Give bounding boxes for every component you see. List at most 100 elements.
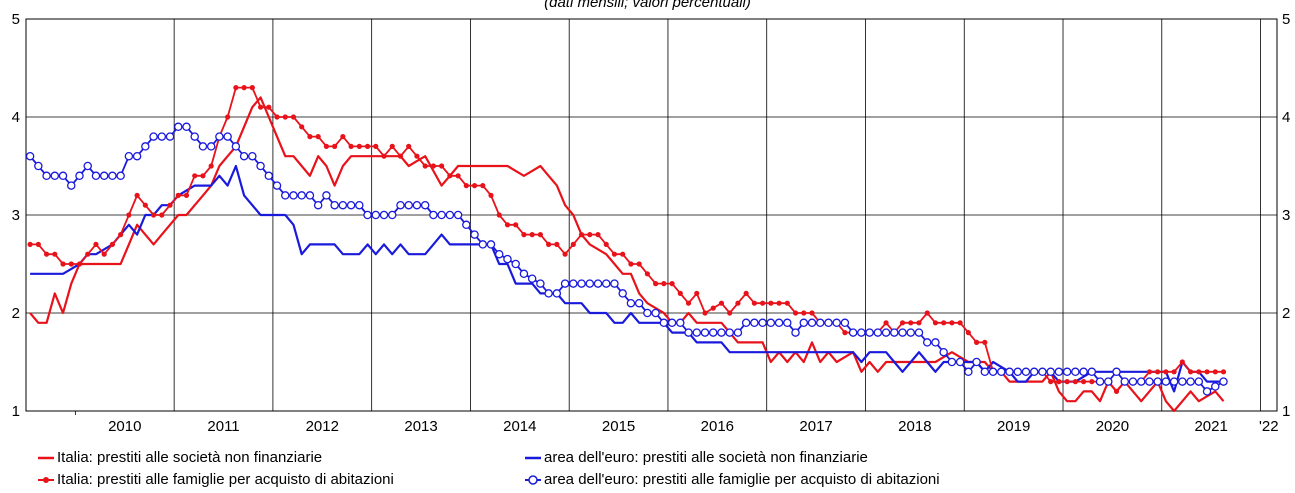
series-point-2 xyxy=(422,163,428,169)
series-point-2 xyxy=(307,134,313,140)
series-point-3 xyxy=(717,328,726,337)
legend-label: Italia: prestiti alle società non finanz… xyxy=(57,449,323,466)
series-point-3 xyxy=(601,279,611,288)
series-point-3 xyxy=(659,318,669,328)
series-point-3 xyxy=(346,200,356,210)
series-point-3 xyxy=(980,367,990,377)
series-point-2 xyxy=(1056,379,1062,385)
series-point-2 xyxy=(397,153,404,159)
series-point-3 xyxy=(832,318,841,328)
series-point-3 xyxy=(1104,377,1113,386)
series-point-2 xyxy=(183,192,190,198)
series-point-2 xyxy=(1080,379,1087,385)
series-point-2 xyxy=(348,143,354,149)
series-point-2 xyxy=(430,163,436,169)
series-point-3 xyxy=(593,279,603,288)
y-tick-label-left: 3 xyxy=(12,207,20,224)
series-point-2 xyxy=(973,339,980,345)
series-point-3 xyxy=(873,328,883,337)
series-point-3 xyxy=(470,230,479,239)
series-point-3 xyxy=(684,328,693,337)
series-point-3 xyxy=(840,318,850,328)
series-point-2 xyxy=(364,143,371,149)
series-point-2 xyxy=(142,202,148,208)
series-point-3 xyxy=(890,328,899,337)
series-point-3 xyxy=(750,318,759,328)
series-point-3 xyxy=(1095,377,1105,386)
series-point-2 xyxy=(290,114,297,120)
series-point-3 xyxy=(577,279,586,288)
series-point-2 xyxy=(447,173,453,179)
series-point-2 xyxy=(932,320,939,326)
series-point-2 xyxy=(653,281,659,287)
series-point-3 xyxy=(256,161,265,171)
series-point-2 xyxy=(389,143,395,149)
series-line-2 xyxy=(30,86,1224,393)
series-point-2 xyxy=(274,114,280,120)
series-point-3 xyxy=(552,289,562,298)
series-point-3 xyxy=(215,132,224,141)
series-point-2 xyxy=(718,300,725,306)
series-point-3 xyxy=(700,328,710,337)
series-point-2 xyxy=(982,339,988,345)
series-point-3 xyxy=(964,367,973,377)
series-point-3 xyxy=(972,357,981,367)
series-point-3 xyxy=(453,210,463,220)
x-tick-label: 2018 xyxy=(898,418,931,435)
series-point-2 xyxy=(27,241,33,247)
series-point-2 xyxy=(332,143,338,149)
series-point-2 xyxy=(299,124,305,130)
series-point-2 xyxy=(513,222,519,228)
series-point-3 xyxy=(807,318,817,328)
series-point-2 xyxy=(52,251,58,257)
series-point-2 xyxy=(899,320,906,326)
series-point-3 xyxy=(1013,367,1022,377)
series-point-3 xyxy=(667,318,677,328)
series-point-2 xyxy=(496,212,502,218)
series-point-3 xyxy=(1112,367,1121,377)
series-point-3 xyxy=(610,279,619,288)
series-point-3 xyxy=(997,367,1006,377)
series-point-2 xyxy=(266,104,272,110)
series-point-3 xyxy=(988,367,998,377)
series-point-3 xyxy=(149,132,158,141)
series-point-3 xyxy=(248,151,257,161)
series-point-3 xyxy=(462,220,471,230)
series-point-3 xyxy=(429,210,438,220)
series-point-3 xyxy=(791,328,800,337)
series-point-2 xyxy=(315,134,321,140)
series-point-3 xyxy=(396,200,405,210)
series-point-3 xyxy=(651,308,660,318)
series-point-2 xyxy=(570,241,576,247)
legend-label: area dell'euro: prestiti alle famiglie p… xyxy=(544,471,940,488)
series-point-2 xyxy=(488,192,494,198)
series-point-3 xyxy=(108,171,117,181)
series-point-2 xyxy=(916,320,922,326)
series-point-2 xyxy=(340,134,346,140)
series-point-2 xyxy=(957,320,963,326)
series-point-3 xyxy=(141,142,150,151)
series-point-2 xyxy=(356,143,362,149)
series-point-2 xyxy=(529,232,535,238)
series-point-3 xyxy=(1021,367,1031,377)
series-point-3 xyxy=(947,357,957,367)
series-point-3 xyxy=(758,318,767,328)
series-point-3 xyxy=(766,318,776,328)
series-point-2 xyxy=(126,212,132,218)
series-point-3 xyxy=(618,289,627,298)
series-point-3 xyxy=(914,328,924,337)
series-point-3 xyxy=(922,338,932,347)
series-point-3 xyxy=(198,142,208,151)
series-point-2 xyxy=(842,330,848,336)
series-point-2 xyxy=(109,241,116,247)
series-point-3 xyxy=(1219,377,1228,386)
series-point-3 xyxy=(182,122,191,132)
series-point-2 xyxy=(463,183,469,189)
chart-subtitle: (dati mensili; valori percentuali) xyxy=(544,0,751,11)
series-point-3 xyxy=(330,200,339,210)
series-point-3 xyxy=(519,269,529,279)
series-point-2 xyxy=(455,173,461,179)
series-point-2 xyxy=(562,251,568,257)
series-point-2 xyxy=(587,232,593,238)
series-point-3 xyxy=(206,142,216,151)
